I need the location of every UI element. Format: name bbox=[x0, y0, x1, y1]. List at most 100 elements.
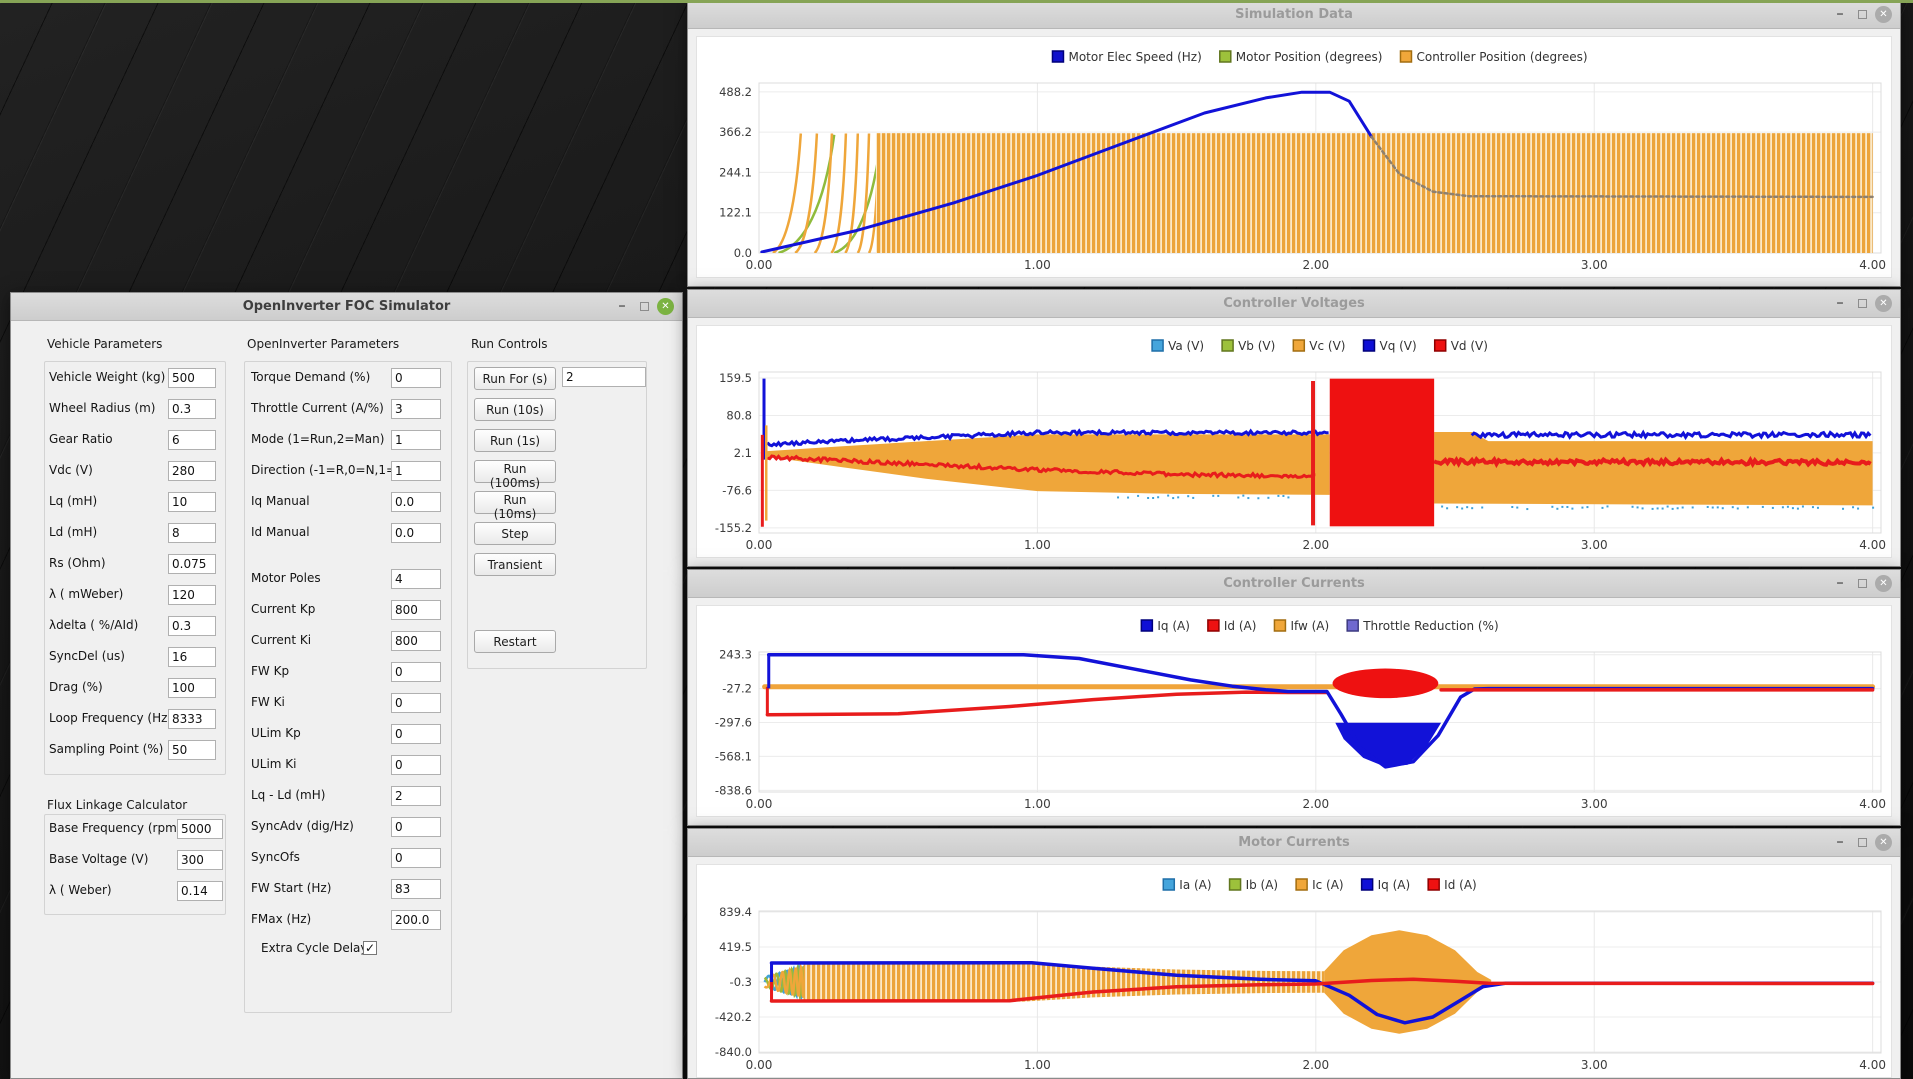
foc-titlebar[interactable]: OpenInverter FOC Simulator – ✕ bbox=[11, 293, 682, 321]
motor-currents-id-line bbox=[769, 977, 1875, 1003]
motor-currents-x-tick: 2.00 bbox=[1302, 1058, 1329, 1072]
oi-iq-manual-label: Iq Manual bbox=[251, 494, 310, 508]
oi-motor-poles-input[interactable] bbox=[391, 569, 441, 589]
foc-body: Vehicle Parameters Flux Linkage Calculat… bbox=[11, 320, 682, 1078]
run-10s-button[interactable]: Run (10s) bbox=[474, 398, 556, 421]
simulation-data-motor-position-start bbox=[778, 134, 836, 253]
oi-fw-ki-label: FW Ki bbox=[251, 695, 285, 709]
oi-fw-kp-input[interactable] bbox=[391, 662, 441, 682]
throttle-reduction-legend-swatch bbox=[1346, 619, 1359, 632]
oi-fw-start-hz-label: FW Start (Hz) bbox=[251, 881, 332, 895]
vehicle-gear-ratio-input[interactable] bbox=[168, 430, 216, 450]
run-for-button[interactable]: Run For (s) bbox=[474, 367, 556, 390]
extra-cycle-delay-checkbox[interactable]: ✓ bbox=[363, 941, 377, 955]
iq-a-legend-swatch bbox=[1360, 878, 1374, 891]
oi-mode-1-run-2-man-input[interactable] bbox=[391, 430, 441, 450]
oi-lq-ld-mh-input[interactable] bbox=[391, 786, 441, 806]
oi-current-kp-input[interactable] bbox=[391, 600, 441, 620]
vehicle-drag-input[interactable] bbox=[168, 678, 216, 698]
simulation-data-x-tick: 1.00 bbox=[1024, 258, 1051, 272]
restart-button[interactable]: Restart bbox=[474, 630, 556, 653]
oi-syncofs-input[interactable] bbox=[391, 848, 441, 868]
controller-currents-x-tick: 1.00 bbox=[1024, 797, 1051, 811]
run-10ms-button[interactable]: Run (10ms) bbox=[474, 491, 556, 521]
motor-currents-x-tick: 1.00 bbox=[1024, 1058, 1051, 1072]
oi-motor-poles-label: Motor Poles bbox=[251, 571, 321, 585]
motor-currents-titlebar[interactable]: Motor Currents – ✕ bbox=[688, 829, 1900, 857]
close-icon[interactable]: ✕ bbox=[1875, 575, 1892, 592]
oi-ulim-kp-input[interactable] bbox=[391, 724, 441, 744]
simulation-data-window: Simulation Data – ✕ 488.2 366.2 244.1 122.1… bbox=[687, 0, 1901, 287]
simulation-data-x-tick: 4.00 bbox=[1859, 258, 1886, 272]
vehicle-mweber-input[interactable] bbox=[168, 585, 216, 605]
vehicle-lq-mh-input[interactable] bbox=[168, 492, 216, 512]
controller-voltages-vd-block bbox=[1329, 378, 1435, 527]
restore-icon[interactable] bbox=[1854, 290, 1870, 317]
restore-icon[interactable] bbox=[1854, 570, 1870, 597]
vehicle-delta-aid-input[interactable] bbox=[168, 616, 216, 636]
ib-a-legend-label: Ib (A) bbox=[1246, 878, 1279, 892]
transient-button[interactable]: Transient bbox=[474, 553, 556, 576]
controller-currents-iq-line bbox=[766, 653, 1875, 769]
restore-square-glyph bbox=[1857, 838, 1867, 847]
close-icon[interactable]: ✕ bbox=[1875, 6, 1892, 23]
minimize-icon[interactable]: – bbox=[1836, 4, 1844, 22]
controller-currents-id-line bbox=[765, 690, 1329, 717]
controller-currents-y-tick: -838.6 bbox=[715, 783, 752, 797]
simulation-data-controller-position-start bbox=[844, 133, 860, 253]
flux-weber-input[interactable] bbox=[177, 881, 223, 901]
controller-currents-x-tick: 2.00 bbox=[1302, 797, 1329, 811]
oi-fw-ki-input[interactable] bbox=[391, 693, 441, 713]
oi-torque-demand-input[interactable] bbox=[391, 368, 441, 388]
motor-currents-legend: Ia (A) Ib (A) Ic (A) Iq (A) Id (A) bbox=[1162, 878, 1477, 892]
minimize-icon[interactable]: – bbox=[1836, 573, 1844, 591]
oi-direction-1-r-0-n-1-f-input[interactable] bbox=[391, 461, 441, 481]
id-a-legend-swatch bbox=[1427, 878, 1440, 891]
flux-base-frequency-rpm-input[interactable] bbox=[177, 819, 223, 839]
restore-icon[interactable] bbox=[1854, 1, 1870, 28]
run-100ms-button[interactable]: Run (100ms) bbox=[474, 460, 556, 490]
oi-syncadv-dig-hz-input[interactable] bbox=[391, 817, 441, 837]
vehicle-ld-mh-input[interactable] bbox=[168, 523, 216, 543]
close-icon[interactable]: ✕ bbox=[1875, 834, 1892, 851]
step-button[interactable]: Step bbox=[474, 522, 556, 545]
run-1s-button[interactable]: Run (1s) bbox=[474, 429, 556, 452]
vehicle-vdc-v-input[interactable] bbox=[168, 461, 216, 481]
vehicle-vehicle-weight-kg-input[interactable] bbox=[168, 368, 216, 388]
minimize-icon[interactable]: – bbox=[618, 296, 626, 314]
simulation-data-y-tick: 366.2 bbox=[719, 125, 752, 139]
controller-voltages-vd-line-post bbox=[1433, 455, 1872, 469]
motor-currents-title: Motor Currents bbox=[1238, 835, 1350, 850]
vehicle-sampling-point-input[interactable] bbox=[168, 740, 216, 760]
flux-base-voltage-v-input[interactable] bbox=[177, 850, 223, 870]
simulation-data-legend: Motor Elec Speed (Hz) Motor Position (deg… bbox=[1051, 50, 1588, 64]
oi-fmax-hz-input[interactable] bbox=[391, 910, 441, 930]
controller-voltages-titlebar[interactable]: Controller Voltages – ✕ bbox=[688, 290, 1900, 318]
controller-currents-y-tick: -297.6 bbox=[715, 716, 752, 730]
controller-currents-titlebar[interactable]: Controller Currents – ✕ bbox=[688, 570, 1900, 598]
motor-currents-phase-band bbox=[803, 962, 1325, 1002]
vehicle-rs-ohm-input[interactable] bbox=[168, 554, 216, 574]
minimize-icon[interactable]: – bbox=[1836, 832, 1844, 850]
restore-icon[interactable] bbox=[1854, 829, 1870, 856]
simulation-data-y-tick: 244.1 bbox=[719, 165, 752, 179]
vehicle-syncdel-us-input[interactable] bbox=[168, 647, 216, 667]
oi-id-manual-input[interactable] bbox=[391, 523, 441, 543]
oi-mode-1-run-2-man-label: Mode (1=Run,2=Man) bbox=[251, 432, 385, 446]
minimize-icon[interactable]: – bbox=[1836, 293, 1844, 311]
close-icon[interactable]: ✕ bbox=[1875, 295, 1892, 312]
close-icon[interactable]: ✕ bbox=[657, 298, 674, 315]
run-for-input[interactable] bbox=[562, 367, 646, 387]
oi-fw-start-hz-input[interactable] bbox=[391, 879, 441, 899]
oi-throttle-current-a-input[interactable] bbox=[391, 399, 441, 419]
oi-ulim-ki-input[interactable] bbox=[391, 755, 441, 775]
flux-linkage-group bbox=[44, 814, 226, 915]
simulation-data-plot: 488.2 366.2 244.1 122.1 0.00.00 1.00 2.00 3.00 4… bbox=[719, 50, 1886, 272]
simulation-data-titlebar[interactable]: Simulation Data – ✕ bbox=[688, 1, 1900, 29]
restore-icon[interactable] bbox=[636, 293, 652, 320]
vehicle-loop-frequency-hz-label: Loop Frequency (Hz) bbox=[49, 711, 173, 725]
oi-current-ki-input[interactable] bbox=[391, 631, 441, 651]
vehicle-wheel-radius-m-input[interactable] bbox=[168, 399, 216, 419]
oi-iq-manual-input[interactable] bbox=[391, 492, 441, 512]
vehicle-loop-frequency-hz-input[interactable] bbox=[168, 709, 216, 729]
